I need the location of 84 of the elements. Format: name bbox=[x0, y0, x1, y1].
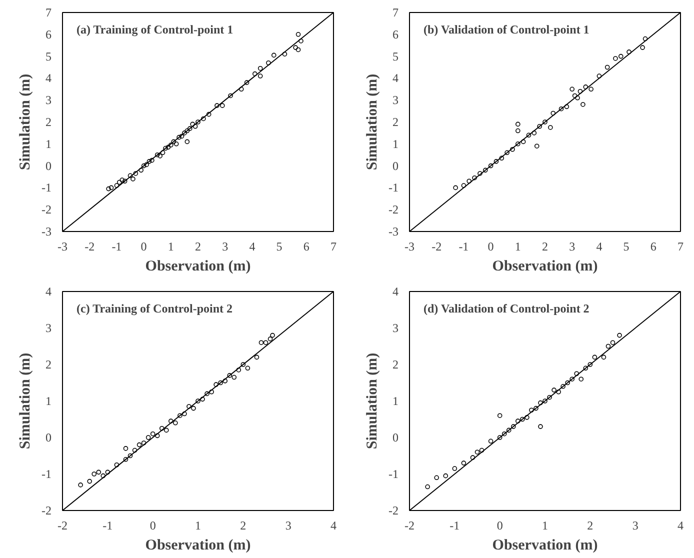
y-tick-label: 3 bbox=[46, 93, 52, 108]
y-tick-label: 6 bbox=[46, 27, 52, 42]
x-tick-label: -2 bbox=[58, 518, 68, 532]
x-tick-label: 0 bbox=[140, 240, 147, 254]
y-tick-label: 3 bbox=[46, 321, 52, 335]
x-tick-label: -2 bbox=[432, 240, 442, 254]
y-tick-label: 7 bbox=[46, 6, 52, 20]
y-tick-label: 0 bbox=[46, 430, 52, 444]
text: (b) Validation of Control-point 1 bbox=[424, 22, 590, 36]
y-tick-label: 7 bbox=[392, 6, 398, 20]
x-tick-label: -1 bbox=[102, 518, 113, 532]
y-tick-label: 1 bbox=[46, 136, 52, 151]
text: (d) Validation of Control-point 2 bbox=[424, 302, 590, 316]
x-tick-label: 0 bbox=[150, 518, 156, 532]
x-tick-label: 6 bbox=[650, 240, 656, 254]
x-tick-label: -1 bbox=[450, 518, 460, 532]
x-tick-label: 2 bbox=[195, 240, 201, 254]
x-tick-label: 3 bbox=[632, 518, 638, 532]
y-axis-title: Simulation (m) bbox=[364, 74, 381, 170]
x-tick-label: 3 bbox=[222, 240, 228, 254]
x-tick-label: 3 bbox=[285, 518, 292, 532]
y-tick-label: 5 bbox=[46, 49, 52, 64]
y-tick-label: -2 bbox=[42, 202, 52, 217]
y-tick-label: 1 bbox=[392, 394, 398, 408]
y-tick-label: 5 bbox=[392, 49, 398, 64]
y-tick-label: 2 bbox=[392, 358, 398, 372]
y-tick-label: 0 bbox=[392, 158, 398, 173]
x-tick-label: -1 bbox=[458, 240, 469, 254]
y-tick-label: 2 bbox=[392, 115, 398, 129]
y-tick-label: 1 bbox=[46, 394, 52, 408]
x-axis-title: Observation (m) bbox=[492, 538, 598, 554]
y-tick-label: -2 bbox=[42, 504, 52, 518]
x-tick-label: 4 bbox=[678, 518, 684, 532]
x-tick-label: 5 bbox=[623, 240, 630, 254]
x-tick-label: 4 bbox=[249, 240, 256, 254]
x-tick-label: 3 bbox=[569, 240, 576, 254]
y-tick-label: 4 bbox=[46, 71, 52, 86]
y-tick-label: -1 bbox=[388, 467, 399, 481]
x-tick-label: -3 bbox=[58, 240, 68, 254]
y-tick-label: 6 bbox=[392, 27, 398, 42]
y-tick-label: 2 bbox=[46, 115, 52, 129]
y-tick-label: 4 bbox=[392, 284, 398, 298]
y-tick-label: 0 bbox=[46, 158, 52, 173]
y-tick-label: 3 bbox=[392, 321, 398, 335]
x-tick-label: 2 bbox=[240, 518, 246, 532]
x-tick-label: 1 bbox=[168, 240, 174, 254]
x-tick-label: 4 bbox=[596, 240, 602, 254]
y-tick-label: 3 bbox=[392, 93, 398, 108]
text: (c) Training of Control-point 2 bbox=[76, 302, 233, 316]
x-tick-label: 2 bbox=[587, 518, 594, 532]
y-tick-label: 1 bbox=[392, 136, 398, 151]
x-tick-label: 7 bbox=[678, 240, 684, 254]
y-tick-label: -1 bbox=[42, 180, 52, 195]
y-axis-title: Simulation (m) bbox=[18, 74, 34, 170]
x-axis-title: Observation (m) bbox=[145, 258, 251, 274]
x-tick-label: -3 bbox=[404, 240, 414, 254]
x-tick-label: 1 bbox=[195, 518, 201, 532]
y-tick-label: -1 bbox=[388, 180, 399, 195]
y-tick-label: 2 bbox=[46, 358, 52, 372]
y-axis-title: Simulation (m) bbox=[364, 352, 381, 450]
y-tick-label: -2 bbox=[388, 504, 399, 518]
x-tick-label: 5 bbox=[276, 240, 282, 254]
y-tick-label: -1 bbox=[42, 467, 52, 481]
x-tick-label: 6 bbox=[303, 240, 310, 254]
y-tick-label: -3 bbox=[42, 224, 52, 238]
text: (a) Training of Control-point 1 bbox=[76, 22, 234, 36]
x-tick-label: 0 bbox=[496, 518, 503, 532]
y-axis-title: Simulation (m) bbox=[18, 352, 34, 450]
y-tick-label: 4 bbox=[392, 71, 398, 86]
y-tick-label: -2 bbox=[388, 202, 399, 217]
y-tick-label: 0 bbox=[392, 430, 398, 444]
x-axis-title: Observation (m) bbox=[492, 258, 598, 274]
x-tick-label: -2 bbox=[84, 240, 95, 254]
y-tick-label: 4 bbox=[46, 284, 52, 298]
x-tick-label: 7 bbox=[330, 240, 336, 254]
x-tick-label: 1 bbox=[514, 240, 521, 254]
x-tick-label: -2 bbox=[404, 518, 414, 532]
x-axis-title: Observation (m) bbox=[145, 538, 251, 554]
y-tick-label: -3 bbox=[388, 224, 399, 238]
x-tick-label: 4 bbox=[330, 518, 336, 532]
x-tick-label: 1 bbox=[542, 518, 548, 532]
x-tick-label: 2 bbox=[542, 240, 548, 254]
x-tick-label: -1 bbox=[112, 240, 122, 254]
x-tick-label: 0 bbox=[488, 240, 494, 254]
